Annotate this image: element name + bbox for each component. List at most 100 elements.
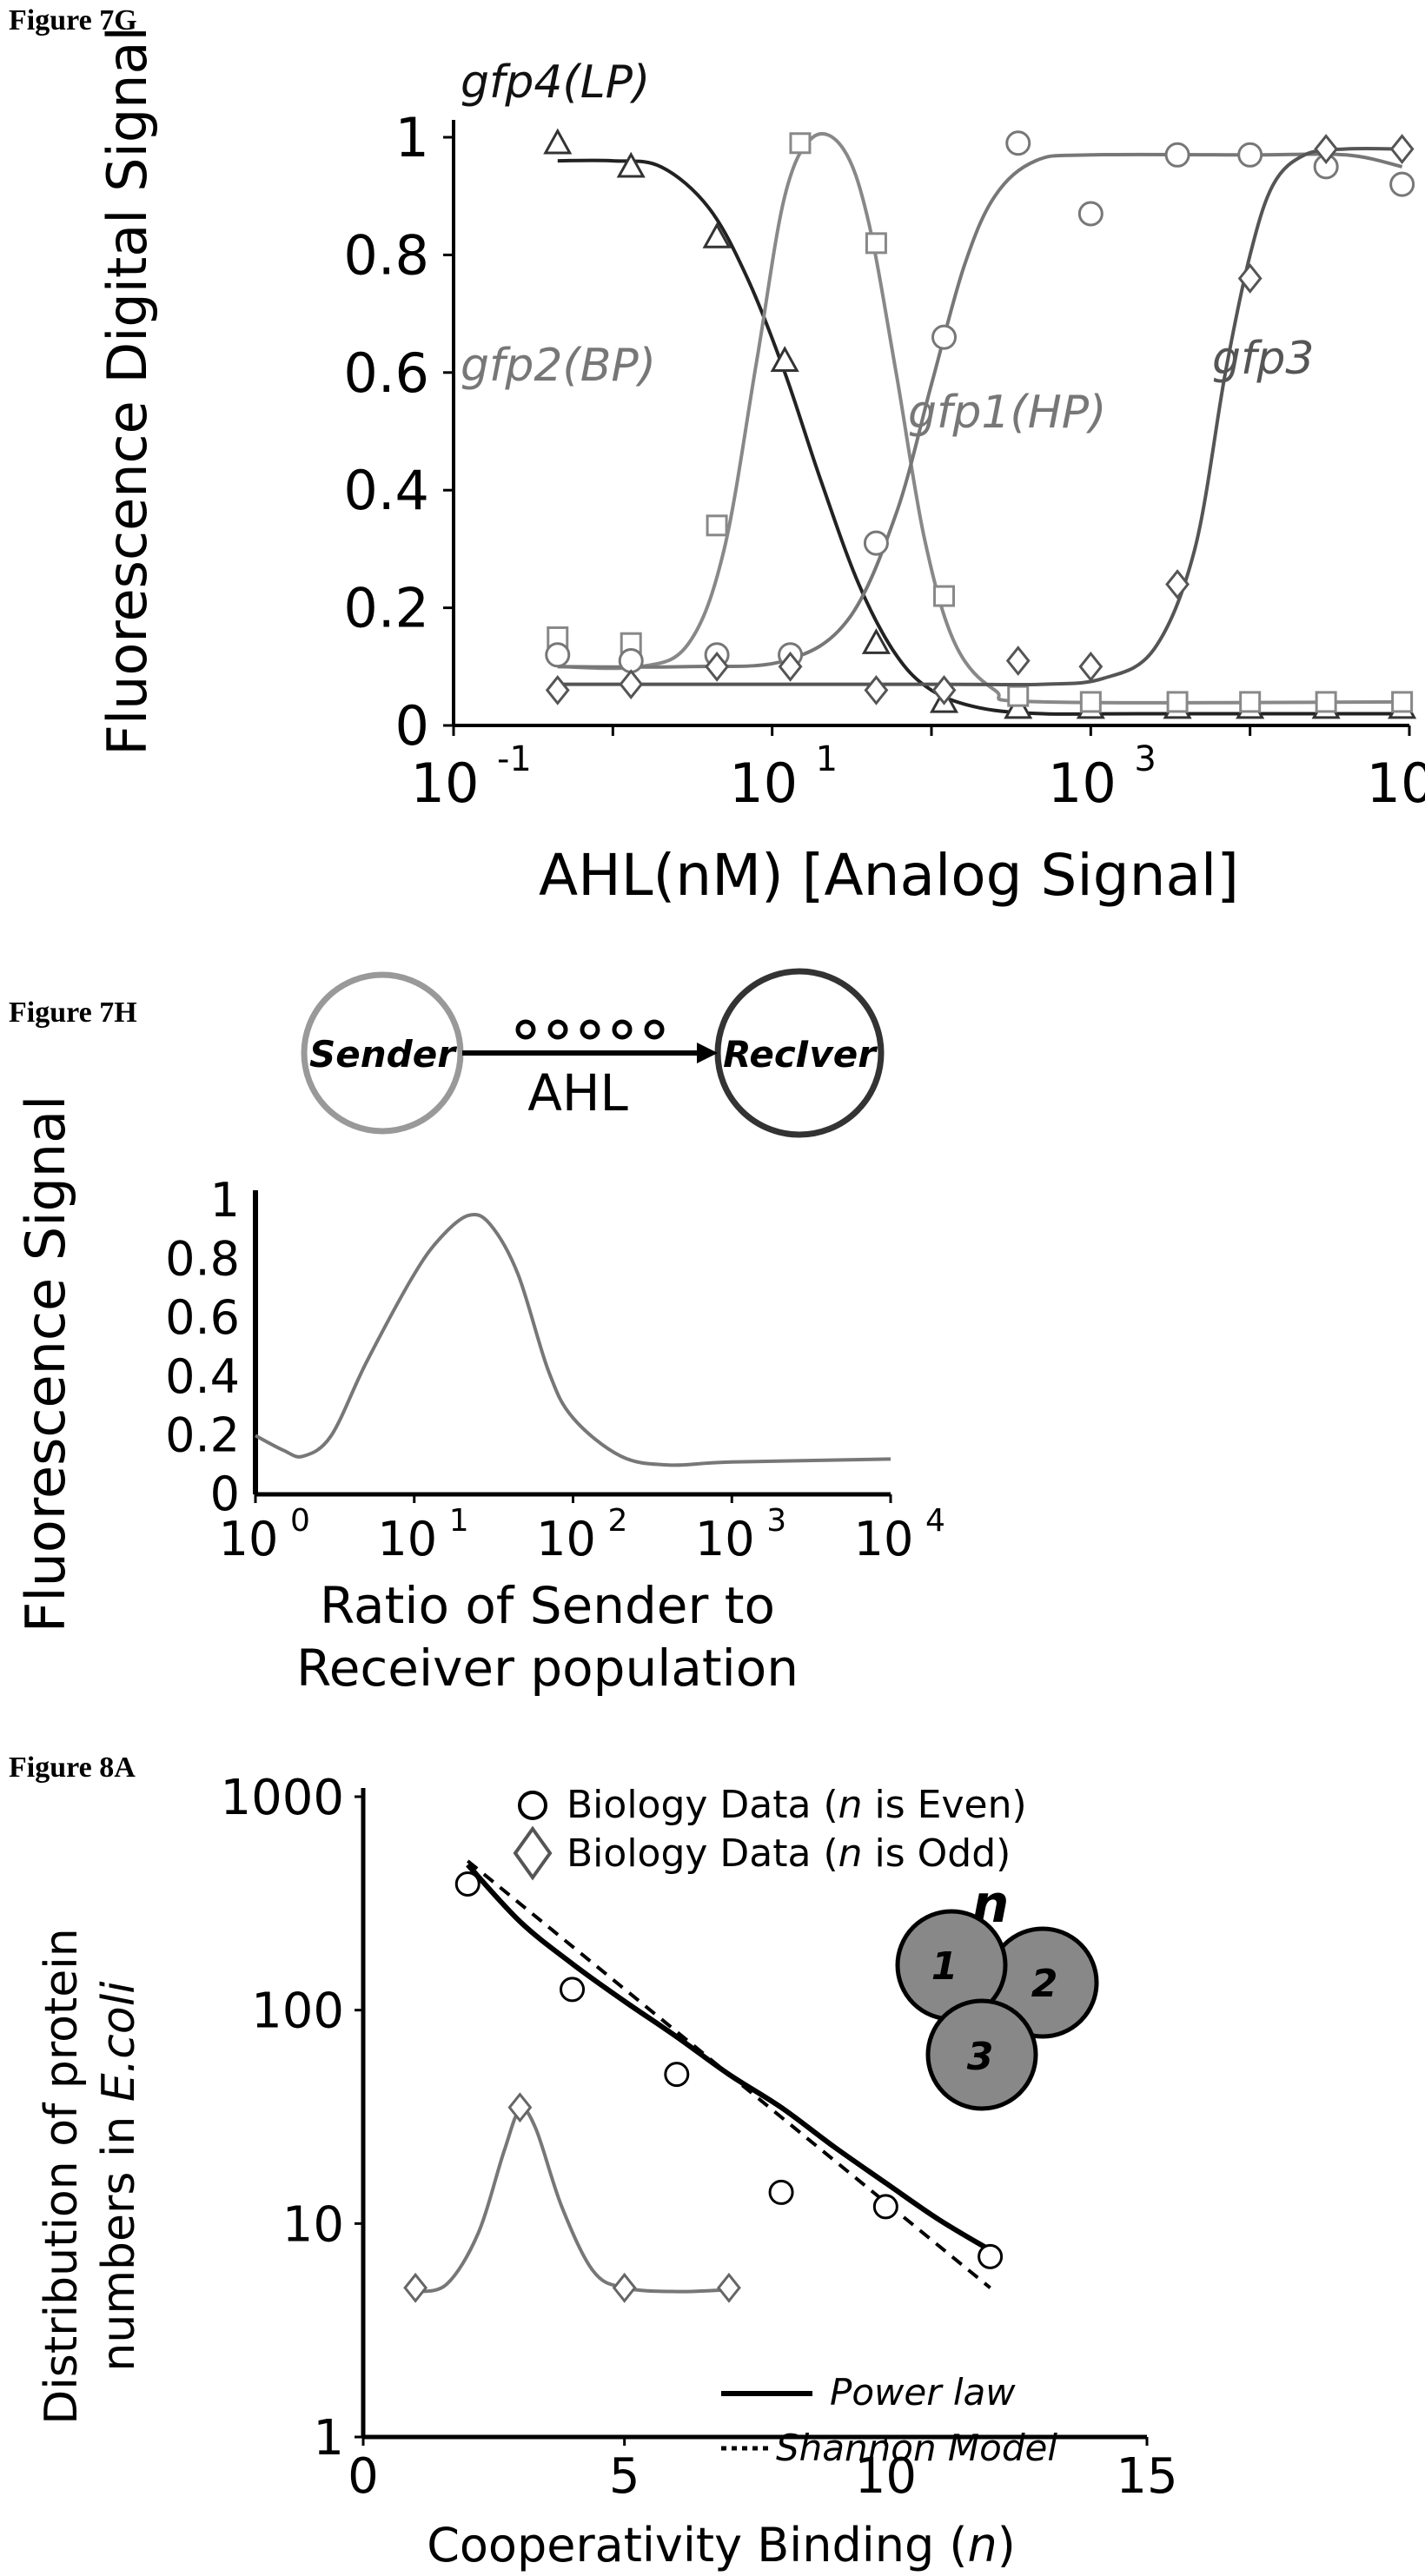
x-tick-label: 10 (1367, 752, 1425, 815)
ahl-molecule (644, 1019, 665, 1040)
sender-receiver-diagram: Sender RecIver AHL (301, 968, 885, 1138)
data-point-gfp4-lp (616, 151, 646, 178)
legend-circle-marker (518, 1791, 547, 1820)
data-point-gfp2-bp (789, 132, 812, 155)
figure-8a-ticks: 1 10 100 1000 0 5 10 15 (220, 1770, 1177, 2505)
data-point-gfp3 (1005, 646, 1031, 676)
series-line-gfp4-lp (557, 158, 1402, 716)
data-point-gfp2-bp (933, 585, 956, 607)
y-tick-label: 0.8 (165, 1232, 240, 1287)
data-point-gfp2-bp (706, 514, 728, 537)
legend-entry-even: Biology Data (n is Even) (567, 1783, 1027, 1827)
ylabel-line2-species: E.coli (93, 1981, 145, 2102)
y-tick-label: 0.2 (343, 577, 429, 640)
ahl-molecule (547, 1019, 568, 1040)
y-tick-label: 1000 (220, 1770, 344, 1826)
data-point-gfp3 (1314, 134, 1339, 164)
annotation-gfp2: gfp2(BP) (461, 340, 656, 392)
data-point-gfp3 (931, 674, 957, 705)
y-tick-label: 0.8 (343, 223, 429, 287)
y-tick-label: 0.6 (165, 1290, 240, 1345)
data-point-gfp2-bp (1315, 691, 1337, 713)
data-point-gfp1-hp (618, 648, 644, 674)
annotation-gfp4: gfp4(LP) (461, 56, 650, 109)
ahl-molecule (580, 1019, 600, 1040)
y-tick-label: 1 (395, 106, 429, 169)
x-tick-label: 10 (1048, 752, 1117, 815)
data-point-gfp3 (1237, 263, 1263, 294)
data-point-gfp1-hp (1389, 171, 1415, 197)
x-tick-exponent: 3 (1134, 739, 1156, 779)
figure-7h-ylabel: Fluorescence Signal (14, 1096, 77, 1633)
x-tick-exponent: 1 (816, 739, 838, 779)
cooperativity-inset: n 1 2 3 (895, 1874, 1099, 2111)
ylabel-line2-prefix: numbers in (93, 2102, 145, 2372)
data-point-gfp2-bp (1166, 691, 1189, 713)
data-point-gfp3 (864, 674, 889, 705)
sender-label: Sender (309, 1033, 457, 1076)
data-point-gfp1-hp (863, 530, 889, 556)
data-point-gfp2-bp (1079, 691, 1102, 713)
x-tick-exponent: -1 (497, 739, 532, 779)
x-tick-label: 10 (855, 2448, 917, 2505)
x-tick-exponent: 3 (766, 1503, 786, 1539)
data-point-gfp3 (705, 651, 730, 682)
data-point-gfp4-lp (861, 628, 891, 654)
y-tick-label: 1 (210, 1173, 240, 1228)
figure-7g: Figure 7G Fluorescence Digital Signal AH… (9, 4, 1425, 909)
x-tick-label: 10 (219, 1512, 279, 1566)
receiver-label: RecIver (723, 1033, 878, 1076)
data-point-gfp1-hp (545, 642, 571, 668)
series-line-power-law (466, 1863, 992, 2253)
inset-circle-3: 3 (967, 2035, 994, 2079)
x-tick-exponent: 4 (925, 1503, 945, 1539)
annotation-gfp3: gfp3 (1212, 333, 1314, 385)
figure-8a-legend: Biology Data (n is Even) Biology Data (n… (513, 1783, 1057, 2469)
data-point-biology-data-n-is-even (664, 2062, 690, 2088)
x-tick-exponent: 2 (608, 1503, 628, 1539)
xlabel-suffix: ) (998, 2518, 1016, 2573)
data-point-gfp3 (1078, 651, 1104, 682)
data-point-gfp2-bp (1239, 691, 1262, 713)
figure-8a-ylabel-line2: numbers in E.coli (93, 1981, 145, 2372)
x-tick-label: 15 (1116, 2448, 1177, 2505)
data-point-gfp4-lp (702, 222, 732, 248)
x-tick-exponent: 0 (290, 1503, 310, 1539)
sender-circle (301, 971, 464, 1135)
data-point-gfp1-hp (1005, 130, 1031, 156)
data-point-gfp3 (545, 674, 570, 705)
x-tick-exponent: 1 (449, 1503, 469, 1539)
legend-power-law: Power law (830, 2371, 1016, 2414)
series-line-shannon-model (467, 1859, 991, 2289)
data-point-biology-data-n-is-odd (612, 2272, 637, 2303)
figure-7g-xlabel: AHL(nM) [Analog Signal] (539, 842, 1239, 909)
x-tick-label: 5 (609, 2448, 640, 2505)
x-tick-label: 10 (729, 752, 798, 815)
signal-arrowhead (697, 1043, 718, 1063)
y-tick-label: 0.4 (165, 1349, 240, 1404)
x-tick-label: 0 (348, 2448, 379, 2505)
data-point-biology-data-n-is-even (454, 1871, 481, 1897)
data-point-gfp2-bp (865, 232, 887, 255)
data-point-gfp2-bp (1391, 691, 1414, 713)
data-point-gfp4-lp (770, 346, 799, 372)
figure-8a-series (403, 1859, 1004, 2303)
xlabel-n: n (967, 2518, 997, 2573)
data-point-gfp2-bp (1007, 685, 1030, 707)
series-line-gfp2-bp (557, 132, 1402, 705)
data-point-gfp1-hp (1077, 201, 1104, 227)
y-tick-label: 1 (313, 2410, 344, 2467)
y-tick-label: 0 (210, 1467, 240, 1521)
y-tick-label: 0.6 (343, 341, 429, 405)
ahl-molecule (612, 1019, 633, 1040)
figure-7h-label: Figure 7H (9, 997, 137, 1029)
legend-shannon: Shannon Model (776, 2427, 1057, 2469)
data-point-gfp3 (778, 651, 803, 682)
y-tick-label: 0 (395, 694, 429, 758)
y-tick-label: 0.2 (165, 1407, 240, 1462)
legend-entry-odd: Biology Data (n is Odd) (567, 1831, 1011, 1876)
y-tick-label: 10 (282, 2196, 344, 2253)
data-point-gfp4-lp (543, 128, 573, 155)
x-tick-label: 10 (695, 1512, 755, 1566)
